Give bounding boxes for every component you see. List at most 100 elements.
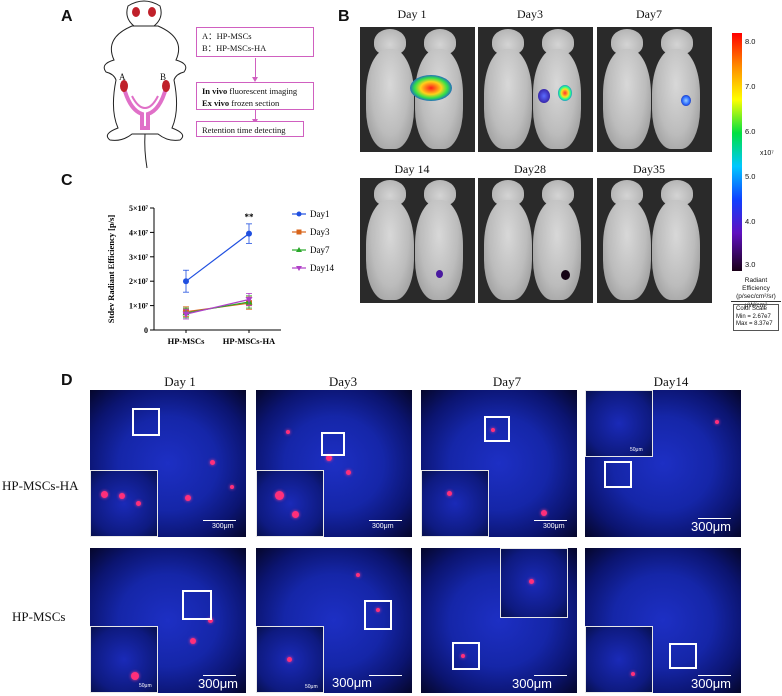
data-point	[246, 230, 252, 237]
ivis-image-day1	[360, 27, 475, 152]
section-col-label-day14: Day14	[653, 374, 689, 389]
roi-box	[132, 408, 160, 436]
mouse-schematic-icon	[103, 0, 187, 169]
significance-label: **	[245, 212, 255, 222]
legend-marker	[296, 247, 302, 252]
section-image-ha-day14: 50μm 300μm	[585, 390, 741, 537]
y-tick-label: 5×10⁷	[129, 204, 149, 213]
roi-box	[669, 643, 697, 669]
colorbar-tick: 8.0	[745, 37, 756, 46]
scale-label: 300μm	[198, 676, 239, 691]
zoom-inset	[585, 626, 653, 693]
scale-label: 300μm	[212, 523, 234, 530]
zoom-inset	[256, 470, 324, 537]
flow-arrow-icon	[252, 110, 258, 124]
y-tick-label: 0	[144, 326, 148, 335]
section-image-msc-day14: 300μm	[585, 548, 741, 693]
scale-label: 50μm	[630, 447, 643, 453]
colorbar-label-numerator: (p/sec/cm²/sr)	[731, 293, 781, 302]
y-axis-title: Stdev Radiant Efficiency [p/s]	[106, 215, 116, 324]
legend-marker	[296, 229, 302, 235]
flow-arrow-icon	[252, 58, 258, 82]
site-b-label: B	[160, 72, 167, 82]
colorbar-tick: 3.0	[745, 260, 756, 269]
y-tick-label: 1×10⁷	[129, 302, 149, 311]
zoom-inset	[500, 548, 568, 618]
color-scale-box: Color Scale Min = 2.67e7 Max = 8.37e7	[733, 304, 779, 331]
series-line-day14	[185, 298, 250, 315]
ivis-image-day7	[597, 27, 712, 152]
panel-label-d: D	[61, 372, 73, 389]
x-tick-label: HP-MSCs-HA	[223, 336, 276, 346]
y-tick-label: 2×10⁷	[129, 277, 149, 286]
ivis-label-day28: Day28	[514, 162, 546, 176]
panel-label-c: C	[61, 172, 73, 189]
scale-label: 300μm	[691, 519, 732, 534]
colorbar	[732, 33, 742, 271]
panel-label-b: B	[338, 8, 350, 25]
roi-box	[182, 590, 212, 620]
efficiency-chart: 0 1×10⁷ 2×10⁷ 3×10⁷ 4×10⁷ 5×10⁷ HP-MSCs HP-MSCs…	[106, 204, 334, 346]
zoom-inset	[421, 470, 489, 537]
legend-marker	[296, 266, 302, 271]
colorbar-tick: 6.0	[745, 127, 756, 136]
roi-box	[484, 416, 510, 442]
scale-bar	[534, 520, 567, 521]
scale-label: 300μm	[372, 523, 394, 530]
retention-box: Retention time detecting	[196, 121, 304, 137]
ex-vivo-method: frozen section	[229, 98, 280, 108]
y-tick-label: 4×10⁷	[129, 228, 149, 237]
colorbar-label-denominator: μW/cm²	[744, 302, 768, 309]
scale-bar	[534, 675, 567, 676]
roi-box	[321, 432, 345, 456]
ivis-image-day3	[478, 27, 593, 152]
ivis-image-day28	[478, 178, 593, 303]
scale-label: 300μm	[543, 523, 565, 530]
section-col-label-day3: Day3	[328, 374, 358, 389]
ivis-image-day14	[360, 178, 475, 303]
section-image-ha-day7: 300μm	[421, 390, 577, 537]
section-image-msc-day7: 300μm	[421, 548, 577, 693]
scale-label: 50μm	[305, 684, 318, 690]
scale-label: 50μm	[139, 683, 152, 689]
section-col-label-day1: Day 1	[164, 374, 196, 389]
roi-box	[364, 600, 392, 630]
scale-label: 300μm	[512, 676, 553, 691]
scale-label: 300μm	[332, 675, 373, 690]
colorbar-label-title: Radiant Efficiency	[742, 277, 770, 292]
color-scale-max: Max = 8.37e7	[736, 321, 773, 327]
zoom-inset: 50μm	[256, 626, 324, 693]
colorbar-tick: 4.0	[745, 217, 756, 226]
legend-marker	[296, 211, 302, 217]
ivis-label-day7: Day7	[636, 7, 662, 21]
retention-text: Retention time detecting	[202, 125, 286, 135]
in-vivo-method: fluorescent imaging	[227, 86, 298, 96]
zoom-inset	[90, 470, 158, 537]
ivis-label-day3: Day3	[517, 7, 543, 21]
methods-box: In vivo fluorescent imaging Ex vivo froz…	[196, 82, 314, 110]
legend-label: Day3	[310, 227, 330, 237]
scale-bar	[369, 675, 402, 676]
legend-label: Day1	[310, 209, 330, 219]
ivis-label-day35: Day35	[633, 162, 665, 176]
scale-label: 300μm	[691, 676, 732, 691]
colorbar-multiplier: x10⁷	[760, 150, 774, 157]
section-col-label-day7: Day7	[492, 374, 522, 389]
site-a-label: A	[119, 72, 126, 82]
scale-bar	[203, 675, 236, 676]
zoom-inset: 50μm	[585, 390, 653, 457]
section-image-msc-day3: 50μm 300μm	[256, 548, 412, 693]
section-image-ha-day1: 300μm	[90, 390, 246, 537]
legend-label: Day14	[310, 263, 334, 273]
series-line-day1	[185, 233, 250, 282]
section-image-ha-day3: 300μm	[256, 390, 412, 537]
ex-vivo-label: Ex vivo	[202, 98, 230, 108]
y-tick-label: 3×10⁷	[129, 253, 149, 262]
row-label-hp-mscs-ha: HP-MSCs-HA	[2, 478, 79, 493]
color-scale-min: Min = 2.67e7	[736, 313, 771, 320]
roi-box	[452, 642, 480, 670]
scale-bar	[203, 520, 236, 521]
scale-bar	[698, 675, 731, 676]
ivis-label-day1: Day 1	[397, 7, 427, 21]
panel-label-a: A	[61, 8, 73, 25]
